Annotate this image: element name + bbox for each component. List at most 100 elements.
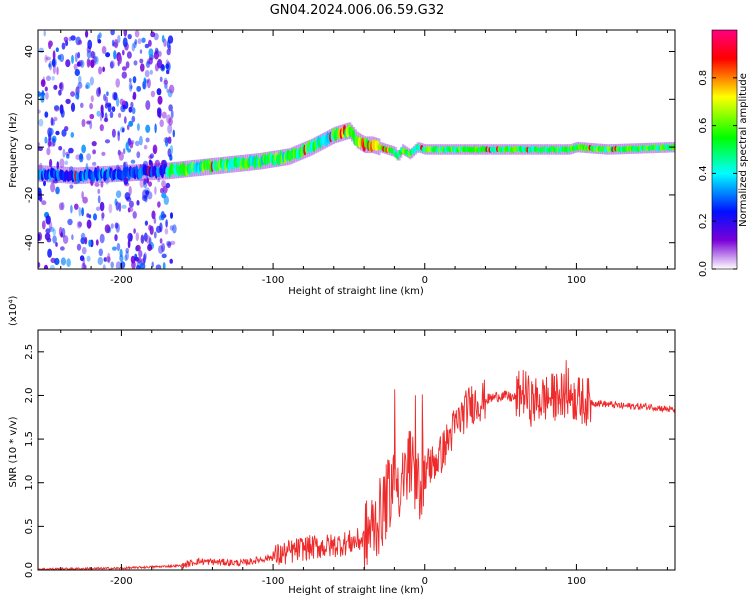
heatmap-noise-cell [127,34,132,40]
heatmap-noise-cell [157,58,163,69]
heatmap-noise-cell [108,203,113,214]
heatmap-noise-cell [137,257,142,264]
heatmap-noise-cell [86,213,90,218]
heatmap-noise-cell [90,50,95,59]
heatmap-noise-cell [45,56,51,61]
snr-ylabel: SNR (10 * v/v) [8,416,19,487]
heatmap-noise-cell [58,89,62,96]
y-tick-label: 20 [24,93,35,106]
heatmap-noise-cell [130,255,136,264]
heatmap-noise-cell [123,116,127,124]
colorbar-tick-label: 0.4 [698,165,709,181]
heatmap-noise-cell [123,177,129,185]
heatmap-noise-cell [74,52,78,63]
heatmap-noise-cell [104,139,111,144]
heatmap-noise-cell [129,141,134,149]
heatmap-noise-cell [126,124,130,131]
heatmap-noise-cell [65,98,71,104]
heatmap-noise-cell [165,137,169,147]
heatmap-noise-cell [76,221,82,229]
heatmap-noise-cell [123,161,126,168]
heatmap-noise-cell [119,254,124,262]
heatmap-noise-cell [115,190,122,198]
heatmap-noise-cell [52,229,57,236]
heatmap-noise-cell [49,226,55,232]
heatmap-noise-cell [70,91,76,97]
heatmap-noise-cell [145,61,151,68]
heatmap-noise-cell [49,158,53,168]
heatmap-noise-cell [151,210,156,220]
heatmap-noise-cell [157,201,161,208]
heatmap-noise-cell [99,112,103,122]
x-tick-label: -100 [262,576,285,587]
heatmap-noise-cell [78,221,83,227]
heatmap-noise-cell [113,50,117,60]
heatmap-noise-cell [69,184,74,189]
heatmap-noise-cell [167,136,172,144]
heatmap-noise-cell [73,63,78,71]
heatmap-noise-cell [58,202,64,211]
heatmap-noise-cell [97,257,104,265]
heatmap-noise-cell [71,234,74,241]
heatmap-noise-cell [144,70,150,78]
heatmap-noise-cell [58,146,63,151]
heatmap-noise-cell [165,219,168,228]
heatmap-noise-cell [77,81,83,89]
heatmap-noise-cell [170,212,173,219]
heatmap-noise-cell [146,177,150,184]
heatmap-noise-cell [127,207,131,213]
heatmap-noise-cell [143,77,147,84]
heatmap-noise-cell [105,52,111,58]
y-tick-label: 2.0 [24,388,35,404]
heatmap-noise-cell [44,111,49,118]
y-tick-label: 1.5 [24,431,35,447]
heatmap-noise-cell [53,84,58,90]
heatmap-noise-cell [52,58,56,67]
heatmap-noise-cell [113,92,118,101]
heatmap-noise-cell [56,161,60,170]
heatmap-noise-cell [140,234,145,244]
y-tick-label: 0.5 [24,518,35,534]
heatmap-noise-cell [166,39,171,50]
heatmap-noise-cell [77,51,81,59]
heatmap-noise-cell [57,54,62,60]
heatmap-noise-cell [105,256,111,262]
heatmap-noise-cell [135,140,140,147]
heatmap-noise-cell [98,248,104,257]
heatmap-noise-cell [170,240,176,246]
heatmap-noise-cell [160,211,165,221]
heatmap-noise-cell [82,257,86,267]
colorbar-tick-label: 0.8 [698,70,709,86]
heatmap-noise-cell [48,63,51,68]
heatmap-noise-cell [74,203,79,210]
y-tick-label: 1.0 [24,475,35,491]
heatmap-noise-cell [136,123,140,131]
heatmap-noise-cell [154,47,159,55]
heatmap-noise-cell [84,236,88,245]
heatmap-noise-cell [60,109,65,118]
heatmap-noise-cell [143,144,148,150]
heatmap-noise-cell [121,127,125,133]
heatmap-noise-cell [89,76,94,86]
heatmap-noise-cell [62,235,69,244]
snr-series-line [38,360,675,570]
heatmap-noise-cell [100,104,104,114]
heatmap-noise-cell [117,54,123,65]
heatmap-noise-cell [149,153,154,159]
heatmap-noise-cell [59,158,65,168]
x-tick-label: 0 [422,275,428,286]
heatmap-noise-cell [142,80,147,90]
heatmap-noise-cell [117,35,121,43]
heatmap-noise-cell [76,243,82,251]
heatmap-noise-cell [161,35,165,43]
heatmap-noise-cell [167,241,172,249]
heatmap-noise-cell [115,261,121,269]
snr-xlabel: Height of straight line (km) [288,585,424,596]
heatmap-noise-cell [43,180,46,187]
heatmap-noise-cell [55,242,58,247]
heatmap-noise-cell [143,178,147,185]
heatmap-noise-cell [89,119,93,130]
heatmap-noise-cell [99,201,105,212]
heatmap-noise-cell [96,87,101,97]
